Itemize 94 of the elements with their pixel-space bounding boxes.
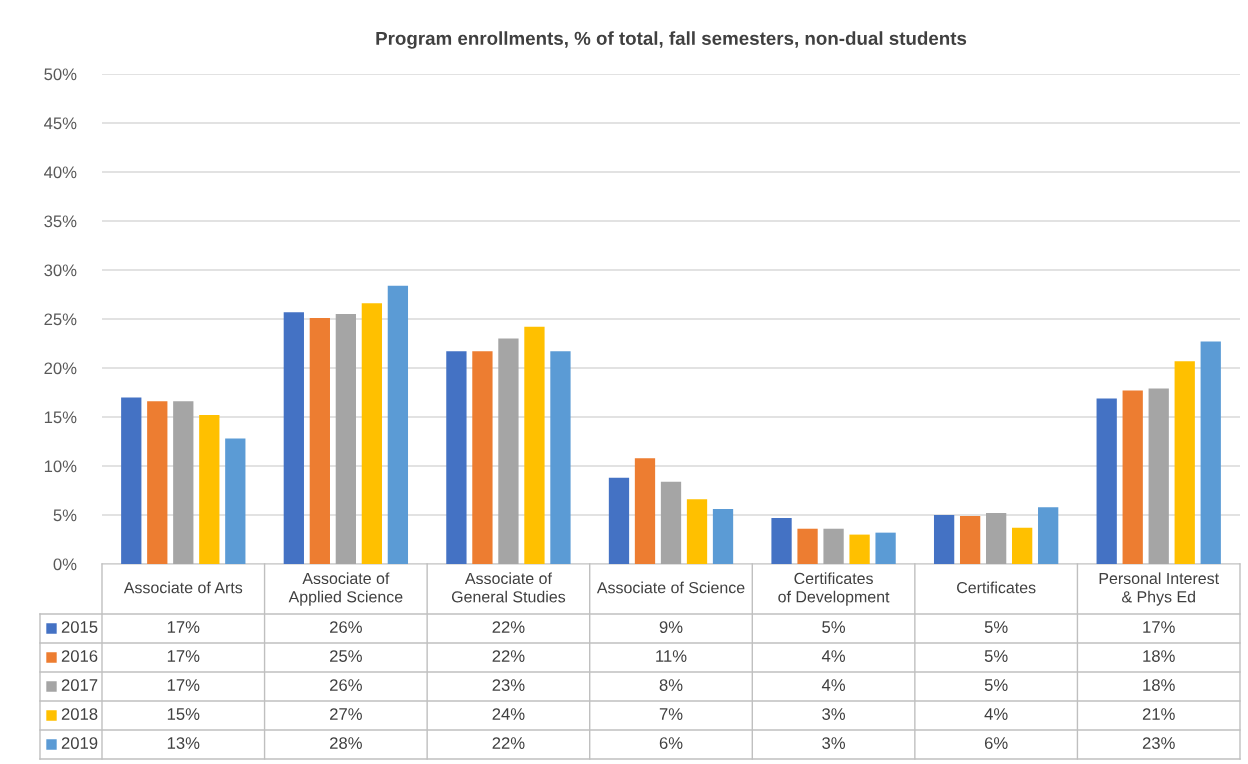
legend-label: 2016	[61, 650, 98, 662]
y-tick-label: 5%	[53, 509, 77, 522]
bar	[283, 312, 304, 564]
data-label: 25%	[330, 650, 362, 662]
bar	[335, 314, 356, 564]
data-label: 18%	[1143, 679, 1175, 691]
y-tick-label: 35%	[44, 215, 77, 228]
legend-label: 2017	[61, 679, 98, 691]
data-label: 17%	[167, 650, 200, 662]
bar	[1148, 388, 1169, 564]
bar	[823, 528, 844, 564]
bar	[849, 534, 870, 564]
bar	[933, 515, 955, 564]
bar	[712, 509, 734, 564]
x-tick-label: Associate of Applied Science	[288, 572, 403, 606]
bar	[121, 397, 142, 564]
data-label: 17%	[167, 679, 200, 691]
bar	[524, 326, 545, 564]
x-tick-label: Associate of Science	[596, 581, 745, 594]
data-label: 24%	[492, 708, 525, 720]
chart-title: Program enrollments, % of total, fall semesters, non-dual students	[376, 31, 967, 49]
data-label: 23%	[492, 679, 525, 691]
bar	[446, 351, 467, 564]
data-label: 5%	[822, 621, 846, 633]
data-label: 15%	[167, 708, 200, 720]
data-label: 7%	[659, 708, 683, 720]
bar	[634, 458, 656, 564]
y-tick-label: 50%	[44, 68, 77, 81]
bar	[771, 517, 792, 564]
legend-label: 2019	[61, 737, 98, 749]
bar	[361, 303, 383, 564]
data-label: 23%	[1142, 737, 1175, 749]
bar	[1174, 361, 1195, 564]
data-label: 17%	[1143, 621, 1175, 633]
bar	[147, 401, 168, 564]
data-label: 22%	[492, 650, 525, 662]
x-tick-label: Certificates of Development	[778, 572, 890, 606]
bar	[1096, 398, 1117, 564]
data-label: 5%	[984, 621, 1008, 633]
data-label: 22%	[492, 621, 525, 633]
y-tick-label: 20%	[44, 362, 77, 375]
data-label: 6%	[984, 737, 1008, 749]
data-label: 18%	[1143, 650, 1175, 662]
bar	[986, 513, 1007, 564]
data-label: 13%	[167, 737, 200, 749]
bar	[199, 415, 220, 564]
bar	[472, 351, 493, 564]
bar	[797, 528, 818, 564]
legend-label: 2018	[61, 708, 98, 720]
y-tick-label: 45%	[44, 117, 77, 130]
data-label: 5%	[984, 650, 1008, 662]
data-label: 6%	[659, 737, 683, 749]
data-label: 4%	[821, 650, 846, 662]
bar	[309, 318, 330, 564]
bar	[1122, 390, 1143, 564]
bar	[1012, 527, 1033, 564]
bar	[1038, 507, 1059, 564]
data-label: 4%	[821, 679, 846, 691]
x-tick-label: Associate of General Studies	[451, 572, 566, 603]
bar	[1200, 341, 1221, 564]
data-label: 26%	[330, 621, 362, 633]
y-tick-label: 40%	[44, 166, 77, 179]
bar	[387, 285, 409, 564]
data-label: 3%	[822, 708, 846, 720]
data-label: 4%	[984, 708, 1008, 720]
x-tick-label: Associate of Arts	[123, 581, 243, 594]
x-tick-label: Certificates	[957, 581, 1036, 594]
data-label: 9%	[659, 621, 683, 633]
y-tick-label: 10%	[44, 460, 77, 473]
data-label: 5%	[984, 679, 1008, 691]
data-label: 11%	[656, 650, 687, 662]
bar	[660, 481, 682, 564]
y-tick-label: 25%	[44, 313, 77, 326]
bar	[225, 438, 246, 564]
data-label: 28%	[330, 737, 362, 749]
y-tick-label: 30%	[44, 264, 77, 277]
data-label: 26%	[330, 679, 362, 691]
data-label: 21%	[1142, 708, 1175, 720]
data-label: 22%	[492, 737, 525, 749]
data-label: 3%	[822, 737, 846, 749]
bar	[498, 338, 519, 564]
bar	[550, 351, 571, 564]
data-label: 27%	[330, 708, 362, 720]
bar	[608, 477, 630, 564]
bar	[959, 515, 981, 564]
bar	[173, 401, 194, 564]
bar	[686, 499, 708, 564]
bar	[875, 532, 896, 564]
y-tick-label: 15%	[44, 411, 77, 424]
y-tick-label: 0%	[53, 558, 77, 571]
x-tick-label: Personal Interest & Phys Ed	[1099, 572, 1219, 606]
legend-label: 2015	[61, 621, 98, 633]
data-label: 8%	[659, 679, 683, 691]
data-label: 17%	[167, 621, 200, 633]
